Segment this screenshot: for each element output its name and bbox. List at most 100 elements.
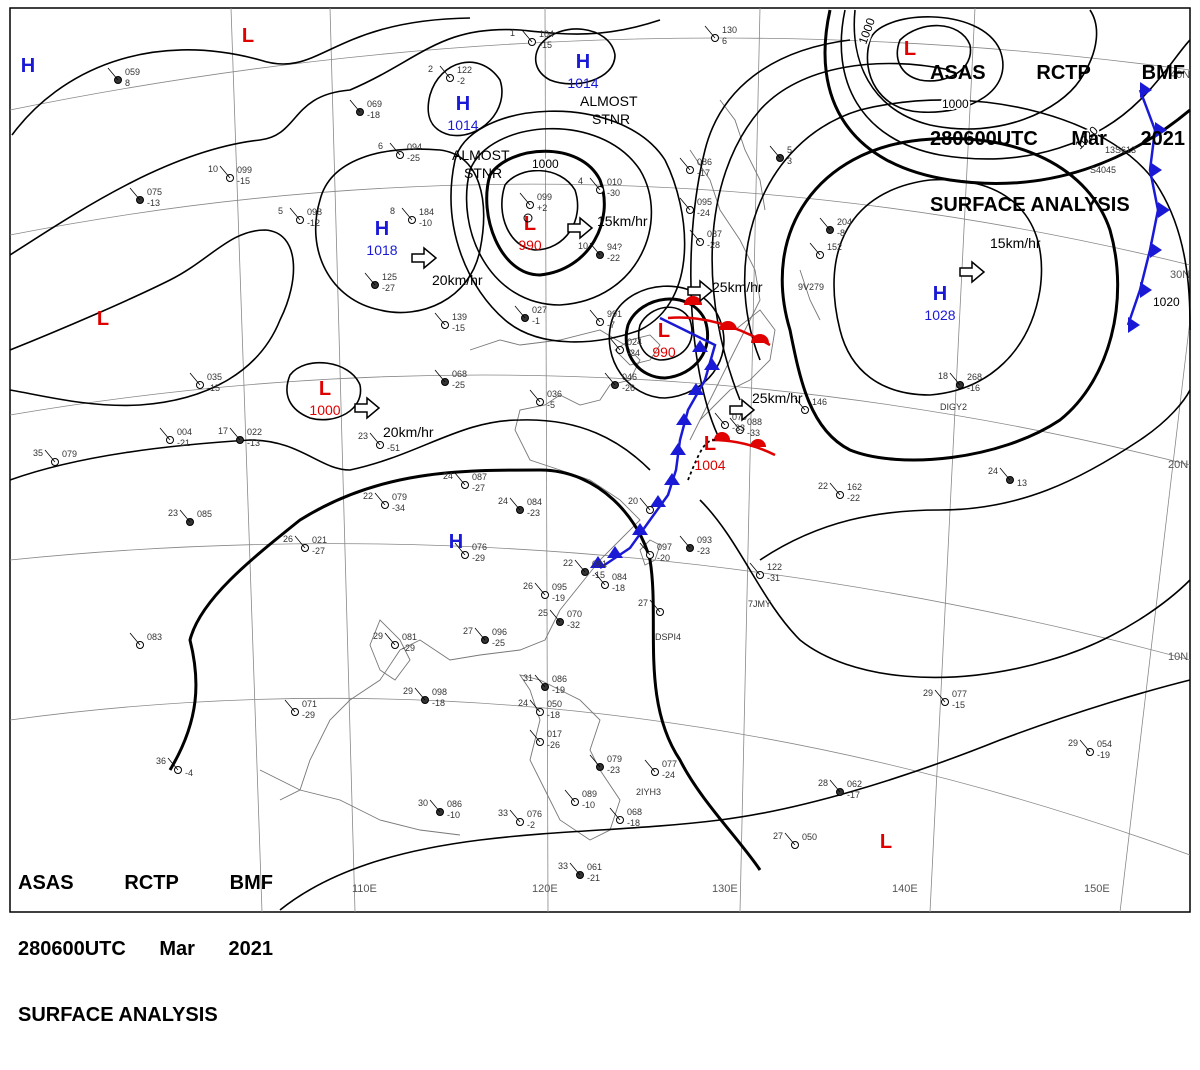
wind-barb bbox=[589, 242, 601, 256]
station-plot: 071-29 bbox=[284, 699, 317, 720]
low-pressure-center: L bbox=[97, 308, 109, 330]
high-pressure-center: H bbox=[21, 55, 35, 77]
station-tendency: -19 bbox=[552, 593, 565, 603]
header-valid-time: 280600UTC bbox=[18, 938, 126, 960]
station-pressure: 084 bbox=[612, 572, 627, 582]
isobar-line bbox=[485, 149, 606, 277]
warm-front-semicircle bbox=[719, 321, 737, 330]
wind-barb bbox=[604, 372, 616, 386]
wind-barb bbox=[729, 417, 741, 431]
high-symbol: H bbox=[456, 93, 470, 115]
station-id: 2IYH3 bbox=[636, 787, 661, 797]
almost-stationary-label: ALMOST bbox=[580, 93, 638, 109]
wind-barb bbox=[129, 632, 141, 646]
station-plot: 10 099-15 bbox=[208, 164, 252, 186]
wind-barb bbox=[294, 535, 306, 549]
low-symbol: L bbox=[704, 433, 716, 455]
low-symbol: L bbox=[97, 308, 109, 330]
station-temperature: 23 bbox=[168, 508, 178, 518]
wind-barb bbox=[589, 177, 601, 191]
cold-front-triangle bbox=[692, 340, 708, 352]
coastline bbox=[369, 619, 411, 681]
station-plot: 29 077-15 bbox=[923, 688, 967, 710]
station-plot: 33 061-21 bbox=[558, 861, 602, 883]
station-tendency: 6 bbox=[722, 36, 727, 46]
station-tendency: -34 bbox=[392, 503, 405, 513]
station-plot: 18 268-16 bbox=[938, 371, 982, 393]
latitude-label: 40N bbox=[1170, 69, 1190, 81]
station-pressure: 050 bbox=[802, 832, 817, 842]
station-plot: 23 -51 bbox=[358, 431, 400, 453]
coastline bbox=[799, 269, 821, 321]
station-tendency: -51 bbox=[387, 443, 400, 453]
station-plot: 22 079-34 bbox=[363, 491, 407, 513]
coastline bbox=[639, 539, 661, 566]
wind-barb bbox=[374, 492, 386, 506]
wind-barb bbox=[349, 99, 361, 113]
center-pressure-value: 1004 bbox=[694, 457, 725, 473]
station-pressure: 004 bbox=[177, 427, 192, 437]
station-pressure: 088 bbox=[747, 417, 762, 427]
longitude-label: 140E bbox=[892, 883, 918, 895]
arrow-shape bbox=[959, 260, 986, 284]
station-plot: 125-27 bbox=[364, 272, 397, 293]
station-plot: 24 087-27 bbox=[443, 471, 487, 493]
motion-speed-label: 15km/hr bbox=[990, 235, 1041, 251]
station-plot: 1 104-15 bbox=[510, 28, 554, 50]
high-symbol: H bbox=[375, 218, 389, 240]
station-plot: 083 bbox=[129, 632, 162, 649]
low-pressure-center: L 1000 bbox=[309, 378, 340, 418]
station-pressure: 079 bbox=[62, 449, 77, 459]
meridian-line bbox=[329, 7, 356, 913]
wind-barb bbox=[639, 542, 651, 556]
station-tendency: -24 bbox=[627, 348, 640, 358]
station-tendency: -29 bbox=[402, 643, 415, 653]
station-plot: 26 021-27 bbox=[283, 534, 327, 556]
wind-barb bbox=[649, 599, 661, 613]
wind-barb bbox=[714, 412, 726, 426]
station-tendency: 8 bbox=[125, 78, 130, 88]
station-pressure: 139 bbox=[452, 312, 467, 322]
wind-barb bbox=[474, 627, 486, 641]
wind-barb bbox=[454, 472, 466, 486]
high-symbol: H bbox=[21, 55, 35, 77]
station-id: 9V279 bbox=[798, 282, 824, 292]
station-pressure: 087 bbox=[707, 229, 722, 239]
center-pressure-value: 1014 bbox=[567, 75, 598, 91]
isobar-line bbox=[780, 137, 1120, 462]
station-plot: 8 184-10 bbox=[390, 206, 434, 228]
wind-barb bbox=[1079, 739, 1091, 753]
latitude-label: 10N bbox=[1168, 651, 1188, 663]
station-plot: 27 bbox=[638, 598, 664, 616]
station-pressure: 122 bbox=[457, 65, 472, 75]
isobar-line bbox=[638, 306, 693, 361]
station-plot: 29 081-29 bbox=[373, 631, 417, 653]
motion-arrow: 15km/hr bbox=[959, 235, 1041, 284]
station-pressure: 079 bbox=[607, 754, 622, 764]
motion-speed-label: 15km/hr bbox=[597, 213, 648, 229]
header-year: 2021 bbox=[1140, 128, 1185, 150]
station-plot: 204-8 bbox=[819, 217, 852, 238]
station-plot: 084-18 bbox=[594, 572, 627, 593]
isobar-line bbox=[534, 28, 616, 85]
wind-barb bbox=[509, 497, 521, 511]
station-pressure: 086 bbox=[697, 157, 712, 167]
parallel-line bbox=[9, 183, 1191, 266]
station-temperature: 33 bbox=[498, 808, 508, 818]
cold-front-triangle bbox=[1150, 162, 1162, 178]
station-plot: 27 096-25 bbox=[463, 626, 507, 648]
wind-barb bbox=[704, 25, 716, 39]
isobar-line bbox=[608, 285, 725, 399]
warm-front-semicircle bbox=[684, 296, 702, 305]
station-pressure: 081 bbox=[402, 632, 417, 642]
station-pressure: 050 bbox=[547, 699, 562, 709]
wind-barb bbox=[564, 789, 576, 803]
wind-barb bbox=[999, 467, 1011, 481]
station-plot: 069-18 bbox=[349, 99, 382, 120]
station-pressure: 184 bbox=[419, 207, 434, 217]
station-pressure: 069 bbox=[367, 99, 382, 109]
station-tendency: -16 bbox=[967, 383, 980, 393]
station-pressure: 086 bbox=[552, 674, 567, 684]
station-tendency: -29 bbox=[472, 553, 485, 563]
station-pressure: 036 bbox=[547, 389, 562, 399]
